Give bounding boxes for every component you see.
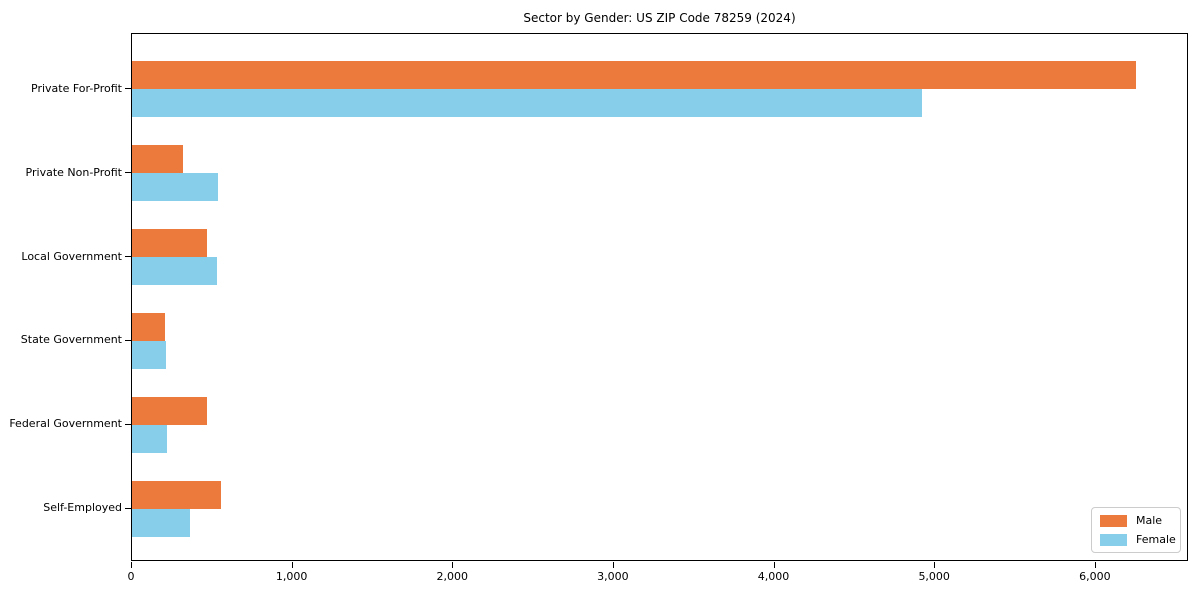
- legend-item-female: Female: [1100, 533, 1176, 546]
- legend-swatch-male: [1100, 514, 1127, 527]
- x-tick-label-5000: 5,000: [918, 570, 950, 583]
- chart-title: Sector by Gender: US ZIP Code 78259 (202…: [523, 11, 796, 25]
- y-tick-label-state-government: State Government: [20, 333, 122, 347]
- y-tick-mark-private-non-profit: [125, 172, 131, 174]
- y-tick-label-federal-government: Federal Government: [9, 417, 122, 431]
- bar-male-private-non-profit: [132, 145, 183, 174]
- x-tick-label-6000: 6,000: [1079, 570, 1111, 583]
- legend-label-female: Female: [1136, 533, 1176, 546]
- x-tick-label-1000: 1,000: [275, 570, 308, 583]
- y-tick-mark-federal-government: [125, 423, 131, 425]
- bar-female-self-employed: [132, 508, 190, 537]
- legend-label-male: Male: [1136, 514, 1163, 527]
- legend-item-male: Male: [1100, 514, 1172, 527]
- x-tick-label-0: 0: [127, 570, 135, 583]
- legend: Male Female: [1091, 507, 1181, 553]
- x-tick-mark-1000: [291, 562, 293, 568]
- x-tick-mark-2000: [452, 562, 454, 568]
- bar-female-local-government: [132, 257, 217, 286]
- legend-swatch-female: [1100, 533, 1127, 546]
- x-tick-label-4000: 4,000: [757, 570, 790, 583]
- x-tick-mark-4000: [773, 562, 775, 568]
- bar-male-federal-government: [132, 396, 207, 425]
- y-tick-label-self-employed: Self-Employed: [43, 501, 122, 515]
- bar-male-self-employed: [132, 480, 221, 509]
- bar-male-local-government: [132, 229, 207, 258]
- x-tick-mark-0: [131, 562, 132, 568]
- bar-female-private-non-profit: [132, 173, 218, 202]
- x-tick-label-2000: 2,000: [436, 570, 469, 583]
- y-tick-mark-private-for-profit: [125, 88, 131, 90]
- bar-male-state-government: [132, 312, 165, 341]
- y-tick-mark-state-government: [125, 339, 131, 341]
- bar-female-federal-government: [132, 424, 168, 453]
- x-tick-mark-3000: [612, 562, 614, 568]
- y-tick-mark-local-government: [125, 256, 131, 258]
- y-tick-label-local-government: Local Government: [21, 249, 122, 263]
- x-tick-mark-5000: [934, 562, 936, 568]
- bar-female-state-government: [132, 340, 167, 369]
- y-tick-mark-self-employed: [125, 507, 131, 509]
- plot-area: [131, 33, 1188, 561]
- bar-female-private-for-profit: [132, 89, 923, 118]
- x-tick-mark-6000: [1094, 562, 1096, 568]
- y-tick-label-private-for-profit: Private For-Profit: [31, 81, 122, 95]
- bar-male-private-for-profit: [132, 61, 1136, 90]
- y-tick-label-private-non-profit: Private Non-Profit: [25, 165, 122, 179]
- x-tick-label-3000: 3,000: [597, 570, 629, 583]
